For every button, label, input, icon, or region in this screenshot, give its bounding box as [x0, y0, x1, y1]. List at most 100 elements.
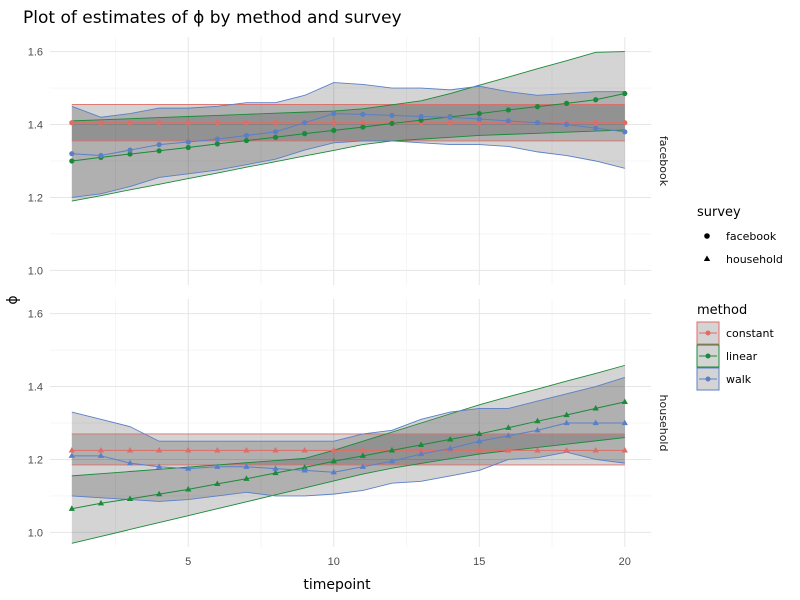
data-point-linear: [272, 469, 279, 476]
data-point-walk: [156, 463, 163, 469]
data-point-constant: [214, 120, 220, 126]
data-point-constant: [563, 446, 570, 453]
data-point-constant: [331, 120, 337, 126]
data-point-walk: [97, 452, 105, 458]
data-point-linear: [563, 100, 570, 106]
data-point-constant: [621, 446, 628, 453]
data-point-linear: [301, 464, 308, 470]
data-point-linear: [476, 430, 483, 437]
data-point-walk: [98, 152, 104, 159]
legend-method: method constant linear walk: [696, 303, 775, 391]
data-point-walk: [505, 432, 512, 438]
x-tick-label: 10: [328, 556, 340, 568]
data-point-constant: [185, 120, 191, 126]
grid: [50, 299, 651, 547]
data-point-constant: [156, 120, 162, 126]
data-point-linear: [563, 411, 570, 418]
data-point-walk: [621, 419, 628, 426]
data-point-walk: [272, 129, 279, 135]
data-point-linear: [272, 134, 279, 140]
data-point-walk: [388, 457, 396, 464]
data-point-walk: [505, 118, 511, 124]
series-line-linear: [71, 93, 625, 162]
data-point-walk: [447, 445, 454, 451]
data-point-walk: [593, 125, 599, 131]
ribbon-edge-walk: [71, 376, 625, 442]
data-point-walk: [359, 463, 366, 469]
legend-key-point-walk: [705, 376, 711, 382]
data-point-linear: [534, 104, 541, 110]
data-point-constant: [359, 446, 366, 453]
data-point-linear: [359, 452, 366, 458]
data-point-walk: [447, 114, 453, 120]
chart-title: Plot of estimates of ϕ by method and sur…: [23, 8, 402, 28]
data-point-walk: [331, 110, 337, 117]
data-point-constant: [185, 446, 192, 453]
circle-marker-icon: [704, 233, 710, 239]
data-point-linear: [389, 120, 395, 127]
data-point-constant: [417, 446, 425, 453]
data-point-walk: [418, 113, 424, 120]
data-point-walk: [592, 419, 599, 426]
x-tick-label: 5: [185, 556, 191, 568]
data-point-walk: [476, 437, 483, 444]
data-point-linear: [417, 441, 425, 447]
data-point-constant: [98, 120, 104, 126]
data-point-constant: [126, 446, 134, 453]
legend-item-facebook: facebook: [704, 230, 777, 243]
triangle-marker-icon: [703, 255, 711, 261]
x-axis: 5 10 15 20: [185, 556, 631, 568]
ribbon-edge-linear: [71, 51, 625, 122]
data-point-linear: [214, 141, 220, 147]
data-point-linear: [214, 480, 221, 487]
data-point-constant: [593, 120, 599, 126]
ribbon-linear: [71, 51, 625, 202]
data-point-walk: [243, 132, 250, 139]
data-point-constant: [476, 120, 482, 126]
data-point-constant: [68, 446, 75, 453]
y-axis-title: ϕ: [5, 295, 21, 304]
data-point-linear: [69, 158, 75, 164]
data-point-constant: [476, 446, 483, 453]
ribbon-edge-linear: [71, 364, 625, 477]
panel-facebook: 1.0 1.2 1.4 1.6 facebook: [28, 37, 670, 285]
data-point-linear: [360, 124, 366, 130]
legend-label-household: household: [726, 253, 783, 266]
data-point-constant: [243, 120, 250, 126]
ribbon-constant: [71, 433, 625, 465]
data-point-linear: [156, 490, 163, 497]
data-point-walk: [330, 468, 337, 475]
y-tick-label: 1.6: [28, 47, 43, 59]
data-point-linear: [388, 446, 396, 453]
data-point-linear: [505, 424, 512, 430]
data-point-constant: [360, 120, 366, 126]
data-point-walk: [214, 136, 220, 142]
data-point-linear: [592, 405, 599, 411]
data-point-linear: [126, 495, 134, 501]
data-point-linear: [447, 436, 454, 442]
data-point-walk: [476, 116, 482, 122]
data-point-linear: [476, 110, 482, 117]
data-point-walk: [156, 141, 162, 148]
ribbon-edge-walk: [71, 140, 625, 198]
legend-label-linear: linear: [726, 350, 758, 363]
data-point-walk: [127, 147, 133, 153]
data-point-walk: [243, 463, 250, 469]
data-point-constant: [243, 446, 250, 453]
ribbon-edge-walk: [71, 82, 625, 118]
data-point-linear: [534, 417, 541, 424]
legend-label-constant: constant: [726, 327, 775, 340]
ribbon-linear: [71, 365, 625, 544]
legend-item-constant: constant: [696, 321, 775, 345]
data-point-linear: [331, 127, 337, 133]
data-point-walk: [389, 112, 395, 119]
data-point-linear: [593, 97, 599, 103]
data-point-walk: [534, 426, 541, 433]
data-point-linear: [127, 151, 133, 157]
data-point-walk: [68, 452, 75, 458]
series-line-linear: [71, 401, 625, 510]
data-point-constant: [97, 446, 105, 453]
legend-label-facebook: facebook: [726, 230, 777, 243]
legend-survey: survey facebook household: [697, 205, 783, 266]
x-tick-label: 20: [619, 556, 631, 568]
